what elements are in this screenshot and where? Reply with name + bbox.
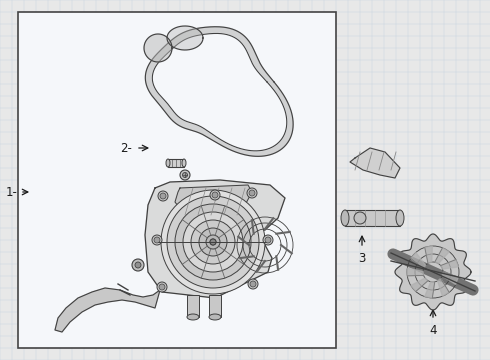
Circle shape bbox=[247, 188, 257, 198]
Circle shape bbox=[183, 212, 243, 272]
Circle shape bbox=[210, 239, 216, 245]
Circle shape bbox=[157, 282, 167, 292]
Circle shape bbox=[161, 190, 265, 294]
Circle shape bbox=[182, 172, 188, 177]
Ellipse shape bbox=[209, 314, 221, 320]
Polygon shape bbox=[144, 34, 172, 62]
Circle shape bbox=[263, 235, 273, 245]
Circle shape bbox=[265, 237, 271, 243]
Circle shape bbox=[135, 262, 141, 268]
Circle shape bbox=[152, 235, 162, 245]
Circle shape bbox=[158, 191, 168, 201]
Circle shape bbox=[354, 212, 366, 224]
Circle shape bbox=[159, 284, 165, 290]
Circle shape bbox=[191, 220, 235, 264]
Circle shape bbox=[250, 281, 256, 287]
Ellipse shape bbox=[182, 159, 186, 167]
Circle shape bbox=[132, 259, 144, 271]
Ellipse shape bbox=[166, 159, 170, 167]
Circle shape bbox=[210, 239, 216, 245]
Polygon shape bbox=[435, 248, 449, 264]
Text: 2-: 2- bbox=[120, 141, 132, 154]
Ellipse shape bbox=[187, 314, 199, 320]
Polygon shape bbox=[442, 272, 459, 284]
Polygon shape bbox=[175, 185, 252, 215]
Polygon shape bbox=[152, 33, 287, 151]
Ellipse shape bbox=[396, 210, 404, 226]
Polygon shape bbox=[146, 27, 293, 156]
Bar bbox=[345, 210, 400, 226]
Bar bbox=[18, 12, 336, 348]
Circle shape bbox=[154, 237, 160, 243]
Polygon shape bbox=[55, 288, 160, 332]
Polygon shape bbox=[411, 252, 426, 269]
Circle shape bbox=[167, 196, 259, 288]
Polygon shape bbox=[438, 278, 449, 296]
Polygon shape bbox=[395, 234, 471, 310]
Text: 3: 3 bbox=[358, 252, 366, 265]
Bar bbox=[168, 159, 184, 167]
Circle shape bbox=[199, 228, 227, 256]
Ellipse shape bbox=[341, 210, 349, 226]
Polygon shape bbox=[425, 246, 432, 263]
Polygon shape bbox=[167, 26, 203, 50]
Circle shape bbox=[206, 235, 220, 249]
Polygon shape bbox=[425, 282, 435, 298]
Text: 1-: 1- bbox=[6, 185, 18, 198]
Polygon shape bbox=[411, 278, 428, 292]
Polygon shape bbox=[407, 268, 423, 276]
Circle shape bbox=[248, 279, 258, 289]
Circle shape bbox=[212, 192, 218, 198]
Bar bbox=[209, 295, 221, 317]
Circle shape bbox=[180, 170, 190, 180]
Circle shape bbox=[249, 190, 255, 196]
Polygon shape bbox=[145, 180, 285, 298]
Polygon shape bbox=[441, 260, 459, 269]
Circle shape bbox=[175, 204, 251, 280]
Polygon shape bbox=[350, 148, 400, 178]
Text: 4: 4 bbox=[429, 324, 437, 337]
Circle shape bbox=[160, 193, 166, 199]
Circle shape bbox=[210, 190, 220, 200]
Bar bbox=[187, 295, 199, 317]
